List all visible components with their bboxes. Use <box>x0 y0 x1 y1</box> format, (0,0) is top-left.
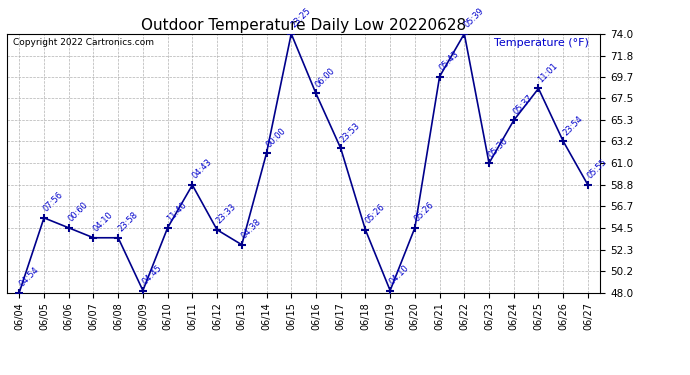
Text: 05:43: 05:43 <box>437 49 461 72</box>
Text: 05:37: 05:37 <box>511 93 535 116</box>
Text: 00:60: 00:60 <box>66 200 90 223</box>
Text: 23:53: 23:53 <box>339 121 362 144</box>
Text: 05:26: 05:26 <box>363 202 386 226</box>
Text: 04:10: 04:10 <box>91 210 115 234</box>
Title: Outdoor Temperature Daily Low 20220628: Outdoor Temperature Daily Low 20220628 <box>141 18 466 33</box>
Text: 04:54: 04:54 <box>17 265 40 288</box>
Text: 07:56: 07:56 <box>42 190 65 214</box>
Text: 05:39: 05:39 <box>462 6 485 30</box>
Text: 23:33: 23:33 <box>215 202 238 226</box>
Text: 05:26: 05:26 <box>413 200 436 223</box>
Text: Temperature (°F): Temperature (°F) <box>493 38 589 48</box>
Text: 11:01: 11:01 <box>536 61 560 84</box>
Text: 04:43: 04:43 <box>190 158 213 181</box>
Text: Copyright 2022 Cartronics.com: Copyright 2022 Cartronics.com <box>13 38 154 46</box>
Text: 05:30: 05:30 <box>487 136 510 159</box>
Text: 23:54: 23:54 <box>561 114 584 137</box>
Text: 04:10: 04:10 <box>388 263 411 286</box>
Text: 04:38: 04:38 <box>239 217 263 241</box>
Text: 23:58: 23:58 <box>116 210 139 234</box>
Text: 23:25: 23:25 <box>289 6 313 30</box>
Text: 06:00: 06:00 <box>314 66 337 89</box>
Text: 05:55: 05:55 <box>586 158 609 181</box>
Text: 11:40: 11:40 <box>166 201 188 223</box>
Text: 00:00: 00:00 <box>264 126 288 149</box>
Text: 04:45: 04:45 <box>141 263 164 286</box>
